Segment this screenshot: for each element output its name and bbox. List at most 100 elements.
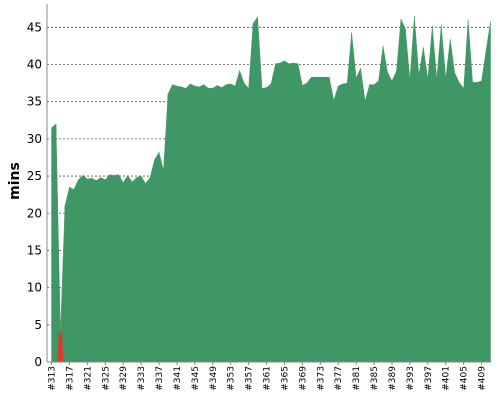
area-segment (64, 187, 70, 363)
x-tick-label: #401 (442, 366, 452, 391)
area-segment (481, 50, 487, 363)
area-segment (127, 174, 133, 363)
area-segment (73, 179, 79, 363)
area-segment (158, 152, 164, 363)
y-tick-label: 45 (27, 20, 42, 34)
y-tick-label: 0 (34, 355, 42, 369)
x-tick-label: #333 (137, 366, 147, 391)
area-segment (333, 86, 339, 363)
area-segment (266, 83, 272, 363)
area-segment (378, 45, 384, 363)
x-tick-label: #365 (280, 366, 290, 391)
x-tick-label: #317 (65, 366, 75, 391)
area-segment (351, 32, 357, 363)
x-tick-label: #353 (227, 366, 237, 391)
y-tick-label: 5 (34, 318, 42, 332)
area-segment (230, 83, 236, 363)
y-tick-label: 40 (27, 58, 42, 72)
area-segment (203, 84, 209, 363)
y-tick-label: 30 (27, 132, 42, 146)
area-segment (154, 151, 160, 363)
area-segment (181, 86, 187, 363)
x-tick-label: #313 (48, 366, 58, 391)
area-segment (306, 76, 312, 363)
area-segment (118, 174, 124, 363)
area-segment (338, 83, 343, 363)
area-segment (270, 63, 276, 363)
x-tick-label: #321 (83, 366, 93, 391)
area-segment (257, 16, 263, 363)
y-tick-label: 15 (27, 243, 42, 257)
area-segment (355, 68, 361, 363)
area-segment (423, 47, 429, 363)
area-segment (208, 88, 213, 363)
area-segment (167, 84, 173, 363)
area-segment (320, 76, 325, 363)
area-segment (391, 71, 397, 363)
x-tick-label: #349 (209, 366, 219, 391)
area-series (51, 16, 491, 363)
area-segment (131, 177, 137, 363)
y-tick-label: 10 (27, 281, 42, 295)
x-tick-label: #389 (388, 366, 398, 391)
y-tick-label: 25 (27, 169, 42, 183)
area-segment (96, 177, 101, 363)
area-segment (329, 77, 334, 363)
area-segment (100, 177, 106, 363)
x-tick-label: #373 (316, 366, 326, 391)
area-segment (275, 62, 281, 363)
area-segment (450, 39, 455, 363)
area-segment (405, 28, 411, 363)
area-segment (226, 83, 231, 363)
area-segment (432, 25, 437, 363)
x-tick-label: #393 (406, 366, 416, 391)
area-segment (311, 76, 317, 363)
area-segment (279, 60, 285, 363)
area-segment (458, 81, 464, 363)
area-segment (288, 62, 294, 363)
area-segment (472, 82, 478, 363)
area-segment (409, 16, 415, 363)
area-segment (243, 82, 249, 363)
area-segment (342, 82, 348, 363)
area-segment (436, 25, 442, 363)
x-tick-label: #341 (173, 366, 183, 391)
area-segment (467, 19, 473, 363)
area-segment (185, 83, 191, 363)
area-segment (212, 84, 218, 363)
area-segment (239, 70, 245, 363)
area-segment (122, 174, 128, 363)
x-tick-label: #357 (245, 366, 255, 391)
area-segment (485, 21, 491, 363)
area-segment (315, 76, 321, 363)
area-segment (463, 19, 469, 363)
area-segment (190, 83, 196, 363)
area-segment (427, 25, 433, 363)
x-tick-labels: #313 #317 #321 #325 #329 #333 #337 #341 #345 #349… (48, 362, 488, 391)
area-segment (91, 177, 97, 363)
area-segment (176, 85, 182, 363)
area-segment (400, 19, 406, 363)
area-segment (476, 80, 482, 363)
x-tick-label: #397 (424, 366, 434, 391)
area-segment (364, 84, 370, 363)
area-segment (302, 82, 308, 363)
area-segment (324, 76, 330, 363)
area-segment (163, 94, 169, 363)
area-segment (221, 84, 227, 363)
area-segment (69, 186, 75, 363)
area-segment (414, 16, 420, 363)
area-segment (387, 71, 393, 363)
failed-build-mark (57, 332, 64, 362)
x-tick-label: #381 (352, 366, 362, 391)
area-segment (114, 174, 119, 363)
area-segment (293, 62, 299, 363)
y-tick-label: 20 (27, 206, 42, 220)
area-segment (441, 25, 446, 363)
x-tick-label: #405 (460, 366, 470, 391)
area-segment (82, 174, 88, 363)
area-segment (261, 87, 267, 363)
area-segment (78, 174, 84, 363)
x-tick-label: #385 (370, 366, 380, 391)
